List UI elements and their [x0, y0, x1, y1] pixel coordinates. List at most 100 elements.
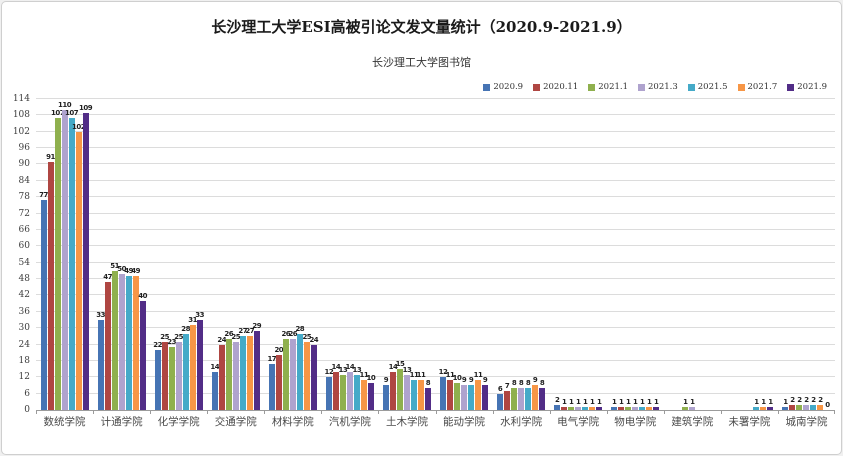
bar-value-label: 1 — [619, 398, 624, 407]
bar-能动学院-2021.9 — [482, 385, 489, 410]
bar-cell: 51 — [110, 262, 119, 410]
bar-能动学院-2021.3 — [461, 385, 468, 410]
legend-label: 2021.1 — [598, 82, 628, 92]
bar-化学学院-2021.3 — [175, 341, 182, 410]
bar-value-label: 27 — [238, 327, 248, 336]
bar-value-label: 47 — [103, 272, 112, 281]
legend-swatch — [638, 83, 645, 91]
bar-cell: 15 — [395, 360, 405, 410]
bar-cell: 1 — [682, 398, 689, 410]
x-category-label: 物电学院 — [614, 416, 657, 428]
bar-能动学院-2021.5 — [468, 385, 475, 410]
x-category-label: 汽机学院 — [328, 416, 371, 428]
gridline — [36, 343, 835, 345]
gridline — [36, 278, 835, 280]
legend-item-2021.9: 2021.9 — [787, 82, 827, 92]
bar-土木学院-2020.9 — [382, 385, 389, 410]
bar-材料学院-2021.5 — [296, 333, 303, 410]
y-tick-label: 78 — [18, 192, 30, 203]
bar-value-label: 7 — [504, 381, 510, 390]
gridline — [36, 245, 835, 247]
bar-计通学院-2020.9 — [97, 319, 104, 410]
bar-汽机学院-2021.7 — [360, 380, 367, 410]
bar-水利学院-2021.5 — [525, 388, 532, 410]
bar-value-label: 8 — [511, 379, 517, 388]
bar-value-label: 25 — [231, 332, 241, 341]
bar-cell: 10 — [367, 374, 376, 410]
y-tick-label: 60 — [18, 241, 30, 252]
bar-cell: 2 — [789, 396, 796, 410]
bar-cell: 77 — [39, 191, 48, 410]
bar-value-label: 14 — [331, 362, 341, 371]
bar-value-label: 1 — [683, 398, 688, 407]
bar-物电学院-2021.1 — [625, 407, 632, 410]
bar-value-label: 12 — [324, 368, 334, 377]
x-axis-tick — [720, 410, 722, 414]
bar-value-label: 49 — [131, 267, 140, 276]
bar-cell: 11 — [360, 372, 369, 410]
bar-材料学院-2021.9 — [310, 344, 317, 410]
bar-cell: 29 — [252, 322, 262, 410]
bar-cell: 33 — [96, 311, 105, 410]
bar-能动学院-2020.11 — [447, 380, 454, 410]
bar-交通学院-2021.3 — [232, 341, 239, 410]
x-axis-tick — [492, 410, 494, 414]
bar-cell: 25 — [160, 332, 170, 410]
bar-水利学院-2020.9 — [497, 393, 504, 410]
bar-计通学院-2021.5 — [125, 276, 132, 410]
bar-cell: 11 — [417, 372, 426, 410]
bar-cell: 1 — [782, 399, 789, 410]
bar-value-label: 28 — [295, 324, 305, 333]
bar-cell: 8 — [424, 380, 431, 410]
bar-数统学院-2021.1 — [54, 118, 61, 410]
gridline — [36, 147, 835, 149]
bar-value-label: 109 — [78, 103, 93, 112]
legend-item-2020.9: 2020.9 — [483, 82, 523, 92]
gridline — [36, 212, 835, 214]
bar-value-label: 9 — [461, 376, 467, 385]
bar-cell: 47 — [103, 272, 112, 410]
gridline — [36, 261, 835, 263]
bar-value-label: 107 — [50, 109, 65, 118]
bar-value-label: 1 — [589, 398, 595, 407]
bar-value-label: 11 — [409, 371, 419, 379]
bar-cell: 1 — [611, 399, 618, 410]
bar-cell: 26 — [281, 331, 291, 410]
bar-value-label: 91 — [46, 152, 55, 161]
bar-电气学院-2021.9 — [596, 407, 603, 410]
x-axis-tick — [834, 410, 835, 414]
bar-value-label: 8 — [518, 379, 524, 388]
bar-计通学院-2020.11 — [104, 281, 111, 410]
x-category-label: 未署学院 — [728, 416, 771, 428]
legend-swatch — [737, 83, 745, 91]
bar-value-label: 8 — [539, 379, 545, 388]
bar-value-label: 2 — [804, 395, 809, 404]
bar-value-label: 1 — [640, 398, 645, 407]
bar-cell: 24 — [309, 336, 319, 410]
bar-value-label: 25 — [160, 332, 170, 341]
legend-swatch — [687, 83, 695, 91]
bar-value-label: 15 — [395, 360, 405, 369]
bar-group-材料学院: 17 20 26 26 28 25 24 — [264, 99, 321, 410]
gridline — [36, 228, 835, 230]
bar-value-label: 1 — [754, 398, 759, 407]
bar-value-label: 26 — [288, 330, 298, 339]
bar-value-label: 14 — [345, 362, 355, 371]
bar-value-label: 107 — [64, 109, 79, 118]
bar-电气学院-2020.11 — [561, 407, 568, 410]
bar-value-label: 24 — [217, 335, 227, 344]
bar-cell: 23 — [167, 339, 177, 410]
bar-材料学院-2021.7 — [303, 341, 310, 410]
y-tick-label: 66 — [18, 224, 30, 235]
y-tick-label: 108 — [12, 110, 30, 121]
bar-cell: 8 — [511, 379, 518, 410]
x-axis-tick — [606, 410, 608, 414]
bar-value-label: 6 — [497, 384, 503, 393]
plot-area: 77 91 107 110 107 102 109 33 47 51 50 49 49 40 22 25 23 2… — [36, 98, 835, 414]
bar-化学学院-2021.9 — [196, 319, 203, 410]
gridline — [36, 310, 835, 312]
y-tick-label: 12 — [18, 372, 30, 383]
